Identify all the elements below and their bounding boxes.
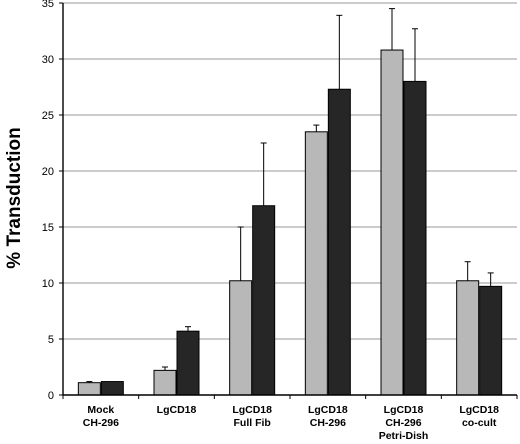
- x-category-label-line: LgCD18: [232, 404, 272, 416]
- x-category-label-line: CH-296: [385, 417, 421, 429]
- x-category-label-line: Petri-Dish: [379, 430, 429, 442]
- y-tick-label: 20: [42, 166, 54, 178]
- y-tick-label: 10: [42, 278, 54, 290]
- bar: [304, 131, 328, 396]
- y-tick-label: 0: [48, 390, 54, 402]
- x-category-label-line: Mock: [87, 404, 114, 416]
- bar: [456, 280, 480, 396]
- axes: [59, 2, 518, 399]
- bar: [176, 330, 200, 396]
- bar: [77, 382, 101, 396]
- bar: [380, 49, 404, 396]
- y-tick-label: 25: [42, 110, 54, 122]
- bar: [403, 80, 427, 396]
- x-category-label: LgCD18 co-cult: [459, 404, 499, 429]
- x-category-label: Mock CH-296: [83, 404, 119, 429]
- bar: [252, 205, 276, 396]
- x-category-label-line: LgCD18: [308, 404, 348, 416]
- x-category-label-line: LgCD18: [384, 404, 424, 416]
- bar: [479, 285, 503, 396]
- error-bars: [86, 8, 494, 383]
- x-category-label-line: CH-296: [83, 417, 119, 429]
- gridlines: [63, 2, 517, 340]
- bar: [100, 381, 124, 396]
- x-category-label: LgCD18 Full Fib: [232, 404, 272, 429]
- bar: [327, 88, 351, 396]
- y-tick-label: 5: [48, 334, 54, 346]
- x-category-label-line: co-cult: [462, 417, 497, 429]
- x-category-label: LgCD18: [157, 404, 197, 416]
- y-tick-label: 15: [42, 222, 54, 234]
- x-category-label: LgCD18 CH-296 Petri-Dish: [379, 404, 429, 442]
- y-tick-labels: 0 5 10 15 20 25 30 35: [42, 0, 54, 402]
- x-category-label-line: LgCD18: [459, 404, 499, 416]
- x-category-label-line: CH-296: [310, 417, 346, 429]
- y-axis-title: % Transduction: [4, 127, 25, 268]
- x-category-label: LgCD18 CH-296: [308, 404, 348, 429]
- y-tick-label: 35: [42, 0, 54, 10]
- y-tick-label: 30: [42, 54, 54, 66]
- bars: [77, 49, 503, 396]
- bar: [229, 280, 253, 396]
- x-category-label-line: LgCD18: [157, 404, 197, 416]
- bar: [153, 369, 177, 396]
- x-category-label-line: Full Fib: [234, 417, 271, 429]
